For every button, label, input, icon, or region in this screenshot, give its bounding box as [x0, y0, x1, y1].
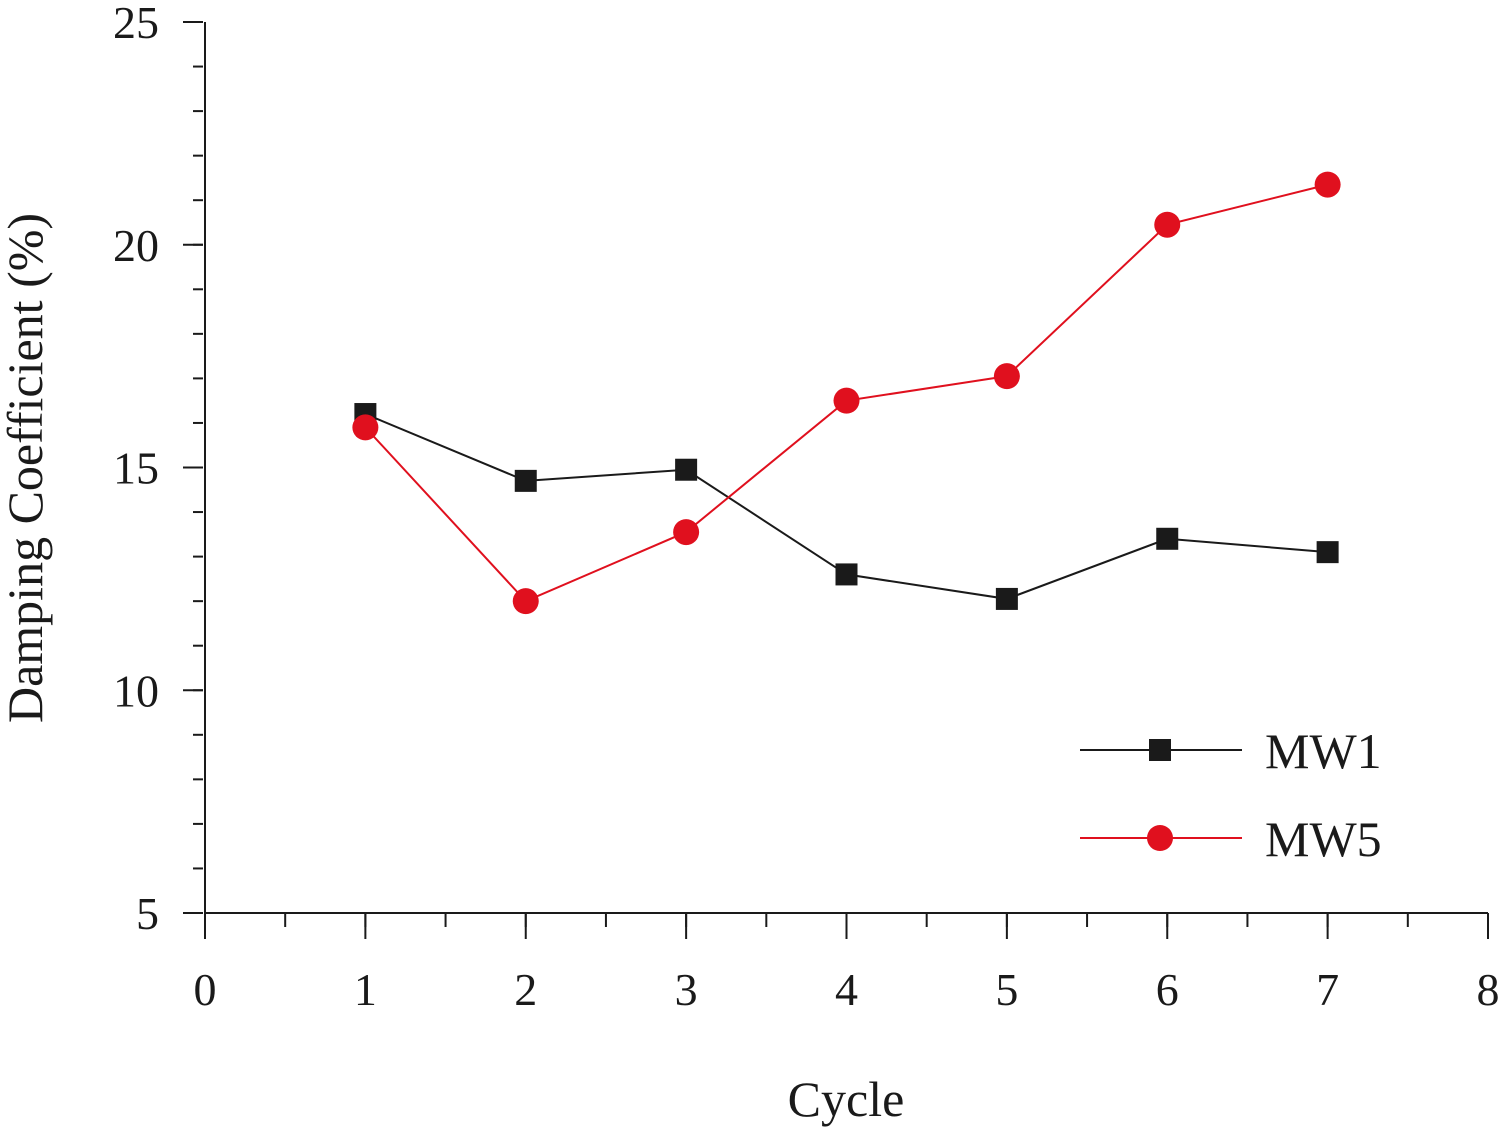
data-point — [1156, 527, 1179, 550]
ticks: 5 10 15 20 25 0 1 2 3 4 5 6 7 8 — [113, 0, 1500, 1015]
legend-label: MW5 — [1265, 811, 1382, 867]
data-point — [835, 563, 858, 586]
x-tick-label: 8 — [1477, 964, 1500, 1015]
legend-label: MW1 — [1265, 723, 1382, 779]
data-point — [1316, 541, 1339, 564]
x-tick-label: 4 — [835, 964, 858, 1015]
data-point — [995, 587, 1018, 610]
data-point — [514, 469, 537, 492]
data-point — [352, 414, 379, 441]
x-tick-label: 6 — [1156, 964, 1179, 1015]
data-point — [833, 387, 860, 414]
x-tick-label: 1 — [354, 964, 377, 1015]
legend: MW1 MW5 — [1080, 723, 1382, 867]
legend-entry-mw1: MW1 — [1080, 723, 1382, 779]
series-mw5 — [352, 171, 1341, 615]
legend-entry-mw5: MW5 — [1080, 811, 1382, 867]
data-point — [993, 363, 1020, 390]
x-tick-label: 7 — [1316, 964, 1339, 1015]
legend-marker — [1149, 739, 1171, 761]
legend-marker — [1147, 825, 1173, 851]
x-axis-title: Cycle — [788, 1071, 905, 1127]
data-point — [673, 519, 700, 546]
data-point — [675, 458, 698, 481]
x-tick-label: 0 — [194, 964, 217, 1015]
y-axis-title: Damping Coefficient (%) — [0, 213, 53, 723]
data-point — [1314, 171, 1341, 198]
axes — [204, 22, 1488, 914]
x-tick-label: 2 — [514, 964, 537, 1015]
data-point — [512, 588, 539, 615]
y-tick-label: 25 — [113, 0, 159, 48]
y-tick-label: 10 — [113, 665, 159, 716]
x-tick-label: 5 — [995, 964, 1018, 1015]
y-tick-label: 15 — [113, 443, 159, 494]
series — [352, 171, 1341, 615]
y-tick-label: 5 — [136, 888, 159, 939]
y-tick-label: 20 — [113, 220, 159, 271]
data-point — [1154, 211, 1181, 238]
series-mw1 — [354, 403, 1339, 610]
x-tick-label: 3 — [675, 964, 698, 1015]
